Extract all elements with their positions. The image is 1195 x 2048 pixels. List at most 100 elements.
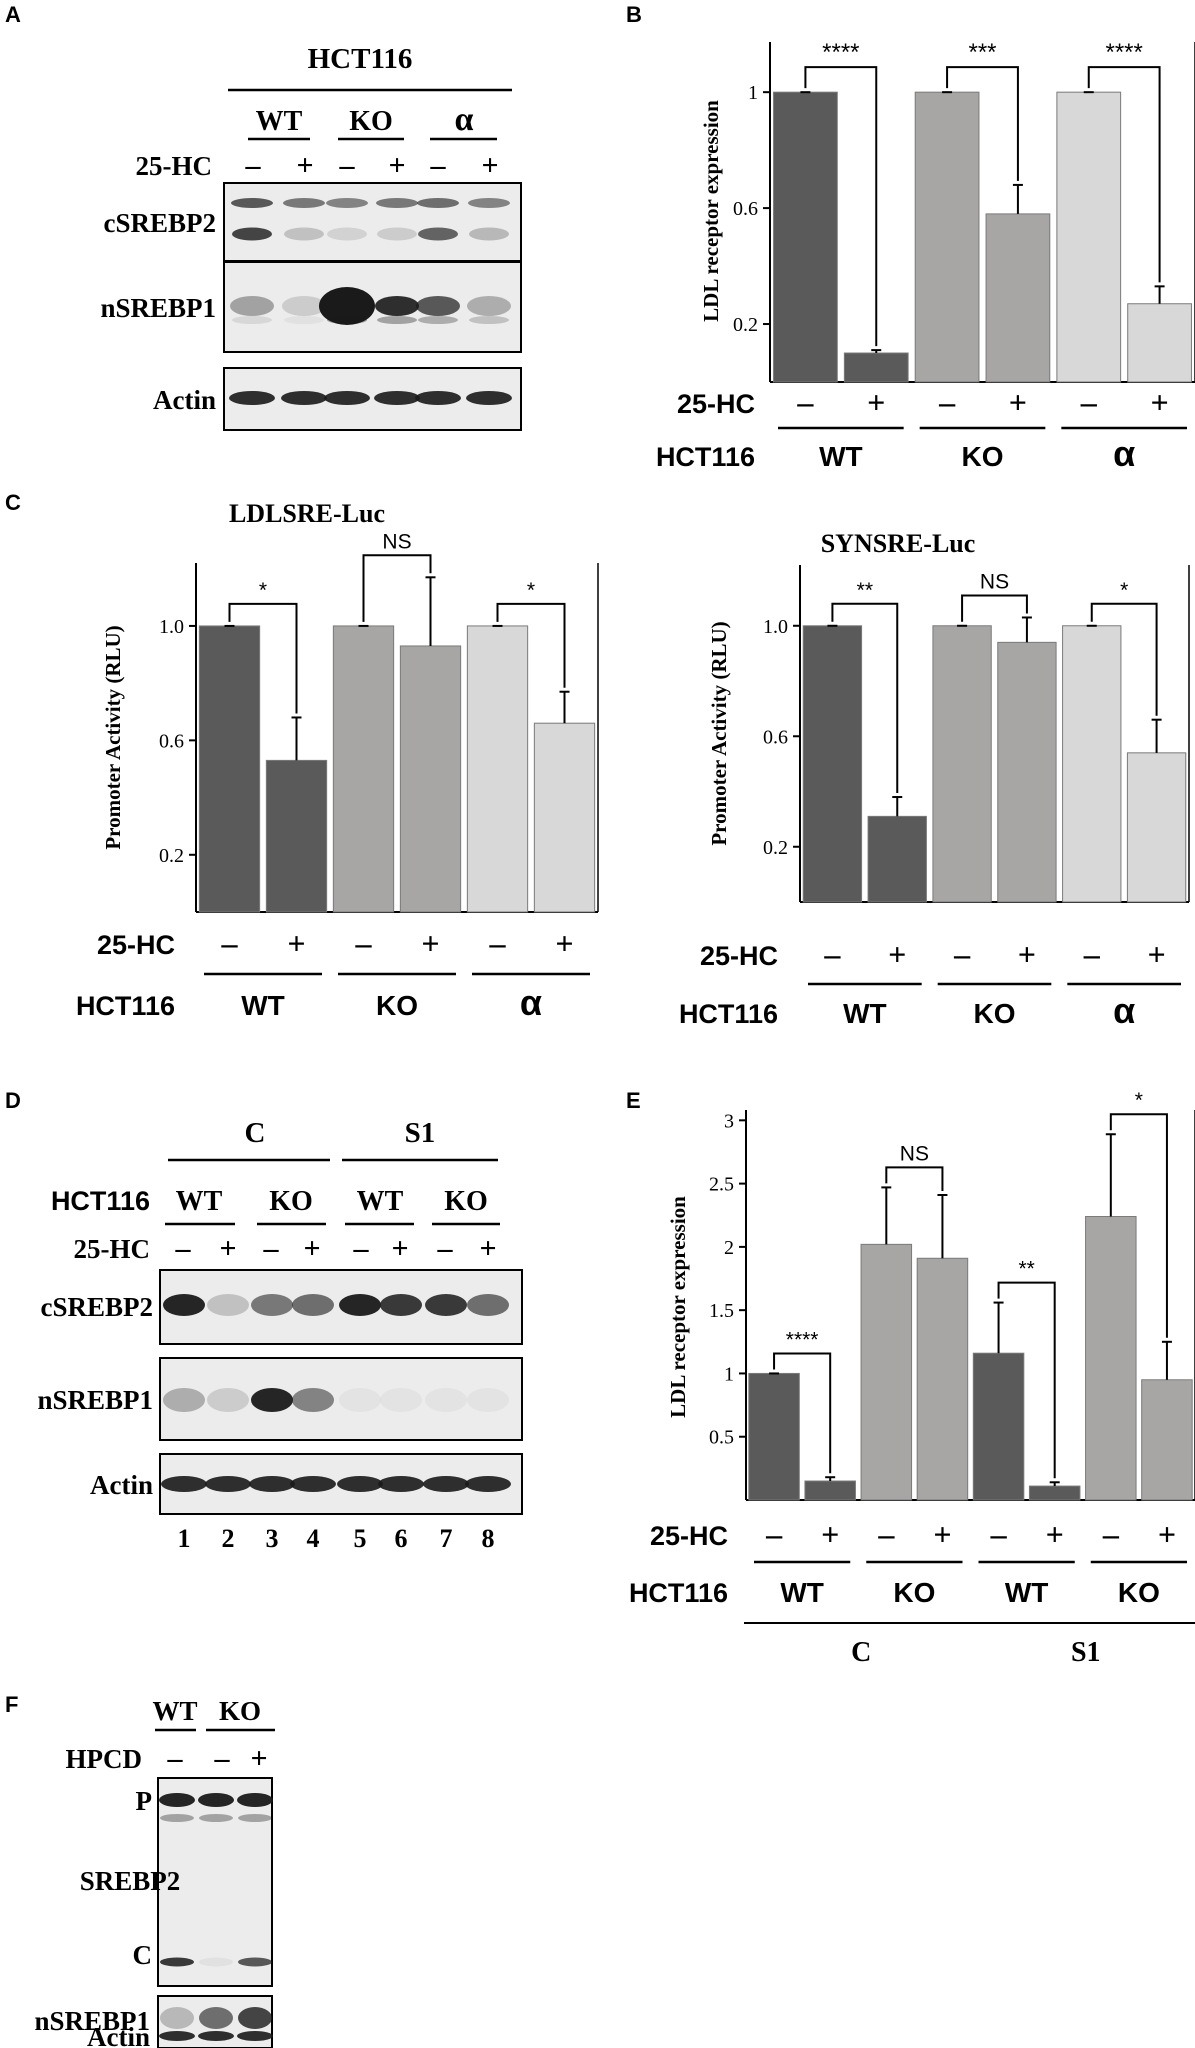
bar [1127, 303, 1192, 383]
bar [1056, 91, 1122, 383]
d-group-ko-s1: KO [444, 1186, 488, 1217]
bar [1062, 625, 1122, 903]
blot-band [207, 1294, 249, 1316]
group-label: KO [376, 990, 418, 1021]
treatment-label: 25-HC [97, 930, 175, 960]
bar [860, 1243, 913, 1501]
group-label: α [1113, 990, 1135, 1031]
panel-letter-f: F [5, 1692, 18, 1717]
f-sign-2: – [214, 1742, 231, 1775]
blot-band [159, 1793, 195, 1807]
minus-sign: – [221, 925, 239, 961]
d-group-wt-s1: WT [357, 1186, 404, 1217]
blot-bands [229, 198, 512, 405]
y-tick-label: 0.6 [763, 726, 788, 748]
chart-c-synsre: SYNSRE-Luc Promoter Activity (RLU) 1.0 0.6 0… [679, 529, 1190, 1031]
blot-band [468, 198, 510, 208]
y-tick-label: 0.2 [733, 314, 758, 336]
bar [1126, 752, 1187, 903]
significance-label: * [527, 579, 535, 602]
bar [985, 213, 1051, 383]
y-axis-label: LDL receptor expression [699, 100, 723, 322]
f-row-label-srebp2: SREBP2 [80, 1866, 181, 1896]
blot-band [377, 227, 417, 241]
plus-sign: + [296, 149, 313, 182]
row-label-csrebp2: cSREBP2 [103, 208, 216, 238]
blot-band [416, 296, 460, 316]
plus-sign: + [867, 384, 885, 420]
treatment-label-d: 25-HC [74, 1234, 151, 1264]
significance-bracket [773, 1352, 832, 1474]
blot-bands-d [161, 1294, 511, 1492]
plus-sign: + [421, 925, 439, 961]
y-tick-label: 1 [724, 1363, 734, 1385]
blot-band [282, 296, 326, 316]
bar [466, 625, 529, 913]
blot-band [339, 1294, 381, 1316]
lane-number: 1 [178, 1524, 191, 1553]
blot-band [380, 1294, 422, 1316]
y-tick-label: 0.2 [159, 845, 184, 867]
bar [932, 625, 992, 903]
significance-bracket [1087, 66, 1161, 283]
d-row-label-actin: Actin [90, 1470, 153, 1500]
blot-band [238, 1814, 272, 1822]
f-row-label-p: P [136, 1786, 153, 1816]
blot-band [159, 2031, 195, 2041]
panel-letter-d: D [5, 1088, 21, 1113]
significance-bracket [804, 66, 878, 347]
plus-sign: + [1150, 384, 1168, 420]
cell-line-label-d: HCT116 [51, 1186, 150, 1216]
plus-sign: + [388, 149, 405, 182]
bar [914, 91, 980, 383]
blot-band [292, 1388, 334, 1412]
treatment-label: 25-HC [677, 389, 755, 419]
significance-bracket [885, 1166, 944, 1191]
bar [533, 722, 596, 913]
bar [1028, 1485, 1081, 1501]
bar [332, 625, 395, 913]
blot-band [425, 1294, 467, 1316]
y-tick-label: 1.5 [709, 1300, 734, 1322]
significance-label: * [1135, 1089, 1143, 1112]
treatment-label: 25-HC [136, 151, 213, 181]
group-label: WT [1005, 1577, 1049, 1608]
blot-band [232, 316, 272, 324]
blot-band [199, 1957, 233, 1967]
minus-sign: – [990, 1516, 1008, 1552]
plus-sign: + [1158, 1516, 1176, 1552]
blot-band [467, 1294, 509, 1316]
blot-band [251, 1294, 293, 1316]
significance-label: * [1120, 579, 1128, 602]
blot-band [415, 391, 461, 405]
cell-line-label: HCT116 [629, 1578, 728, 1608]
significance-bracket [961, 594, 1028, 622]
blot-band [231, 198, 273, 208]
blot-band [380, 1388, 422, 1412]
bar [1141, 1379, 1193, 1501]
panel-letter-c: C [5, 490, 21, 515]
f-sign-1: – [167, 1742, 184, 1775]
significance-label: NS [900, 1142, 929, 1165]
bar [802, 625, 863, 903]
group-label: α [520, 982, 542, 1023]
blot-band [469, 227, 509, 241]
row-label-nsrebp1: nSREBP1 [100, 293, 216, 323]
blot-band [292, 1294, 334, 1316]
y-tick-label: 1 [748, 82, 758, 104]
cell-line-label: HCT116 [679, 999, 778, 1029]
blot-band [230, 296, 274, 316]
significance-bracket [1090, 602, 1158, 716]
blot-band [467, 1388, 509, 1412]
plus-sign: + [933, 1516, 951, 1552]
bar [843, 352, 909, 383]
blot-band [281, 391, 327, 405]
blot-band [284, 227, 324, 241]
y-axis-label: Promoter Activity (RLU) [101, 625, 125, 849]
blot-band [337, 1476, 383, 1492]
panel-e: E LDL receptor expression32.521.510.5***… [626, 1088, 1195, 1668]
minus-sign: – [437, 1232, 454, 1265]
significance-label: ** [1018, 1258, 1034, 1281]
